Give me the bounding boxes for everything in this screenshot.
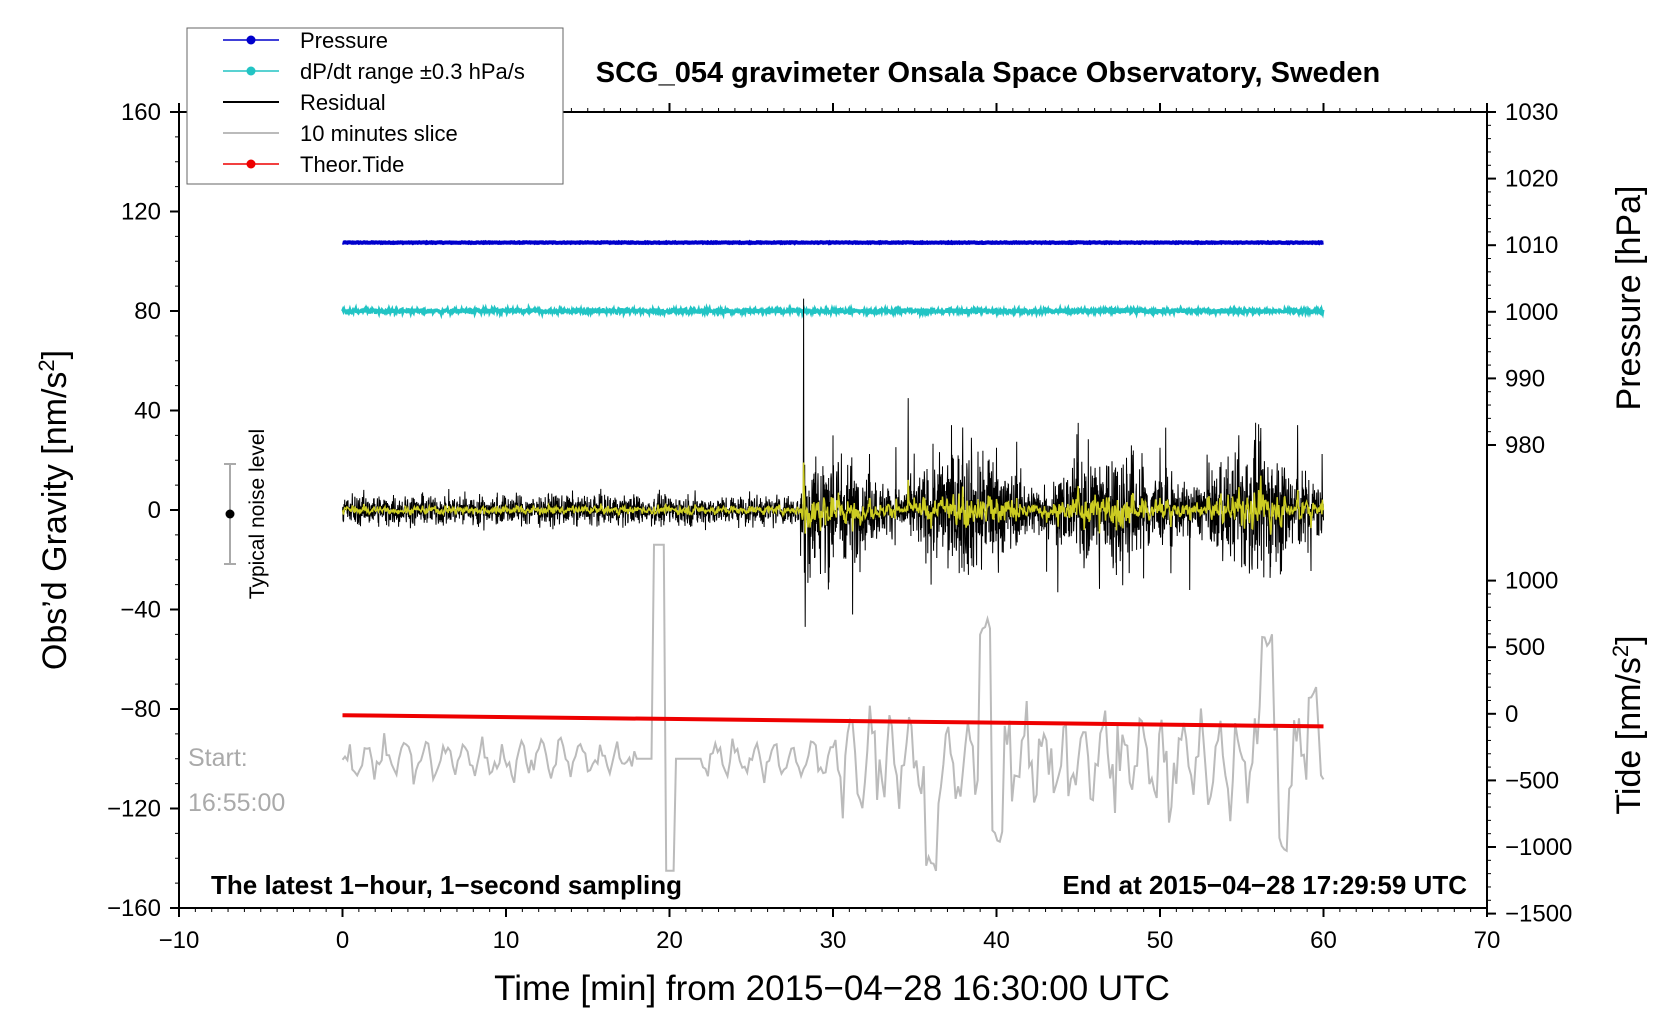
legend-item-tide: Theor.Tide [223, 152, 404, 177]
pressure-tick-label: 1020 [1505, 166, 1558, 193]
pressure-tick-label: 980 [1505, 432, 1545, 459]
tide-tick-label: 500 [1505, 634, 1545, 661]
y-tick-label: 160 [121, 99, 161, 126]
x-tick-label: 30 [820, 927, 847, 954]
x-tick-label: 50 [1147, 927, 1174, 954]
tide-tick-label: −500 [1505, 767, 1559, 794]
series-layer [341, 239, 1325, 872]
plot-frame [178, 111, 1488, 909]
chart-title: SCG_054 gravimeter Onsala Space Observat… [596, 57, 1380, 89]
series-pressure [342, 239, 1324, 246]
legend: Pressure dP/dt range ±0.3 hPa/s Residual… [186, 27, 564, 185]
series-dpdt [341, 302, 1325, 320]
legend-label-slice: 10 minutes slice [300, 121, 458, 146]
legend-item-pressure: Pressure [223, 28, 388, 53]
noise-level-label: Typical noise level [246, 429, 269, 599]
legend-label-pressure: Pressure [300, 28, 388, 53]
svg-text:Tide [nm/s2]: Tide [nm/s2] [1608, 635, 1648, 814]
x-tick-label: 0 [336, 927, 349, 954]
x-tick-label: 20 [656, 927, 683, 954]
tide-tick-label: 1000 [1505, 568, 1558, 595]
legend-item-dpdt: dP/dt range ±0.3 hPa/s [223, 59, 525, 84]
y-tick-label: −40 [120, 597, 161, 624]
legend-item-residual: Residual [223, 90, 386, 115]
x-tick-label: 60 [1310, 927, 1337, 954]
y-tick-label: 40 [134, 398, 161, 425]
legend-box [186, 27, 564, 185]
y-axis-label-left: Obs’d Gravity [nm/s2] [34, 350, 74, 670]
end-time-note: End at 2015−04−28 17:29:59 UTC [1062, 870, 1467, 900]
series-tide [342, 713, 1324, 729]
y-tick-label: −120 [107, 796, 161, 823]
pressure-tick-label: 1000 [1505, 299, 1558, 326]
legend-label-dpdt: dP/dt range ±0.3 hPa/s [300, 59, 525, 84]
series-residual [342, 298, 1324, 627]
x-tick-label: 40 [983, 927, 1010, 954]
pressure-tick-label: 1010 [1505, 232, 1558, 259]
x-tick-label: −10 [159, 927, 200, 954]
legend-item-slice: 10 minutes slice [223, 121, 458, 146]
slice-start-label: Start: [188, 744, 248, 772]
x-tick-label: 10 [493, 927, 520, 954]
sampling-note: The latest 1−hour, 1−second sampling [211, 870, 682, 900]
series-slice [341, 543, 1325, 872]
slice-start-time: 16:55:00 [188, 789, 285, 817]
y-tick-label: −160 [107, 895, 161, 922]
pressure-tick-label: 990 [1505, 365, 1545, 392]
series-filtered [341, 462, 1325, 535]
y-tick-label: 0 [148, 497, 161, 524]
y-axis-label-pressure: Pressure [hPa] [1610, 186, 1648, 411]
x-axis-label: Time [min] from 2015−04−28 16:30:00 UTC [494, 969, 1170, 1008]
y-tick-label: −80 [120, 696, 161, 723]
y-tick-label: 80 [134, 298, 161, 325]
tide-tick-label: −1500 [1505, 901, 1572, 928]
x-tick-label: 70 [1474, 927, 1501, 954]
tide-tick-label: 0 [1505, 701, 1518, 728]
legend-label-residual: Residual [300, 90, 386, 115]
tide-tick-label: −1000 [1505, 834, 1572, 861]
noise-level-dot [225, 509, 235, 519]
y-axis-label-tide: Tide [nm/s2] [1608, 635, 1648, 814]
svg-text:Obs’d Gravity [nm/s2]: Obs’d Gravity [nm/s2] [34, 350, 74, 670]
legend-label-tide: Theor.Tide [300, 152, 404, 177]
y-tick-label: 120 [121, 199, 161, 226]
pressure-tick-label: 1030 [1505, 99, 1558, 126]
